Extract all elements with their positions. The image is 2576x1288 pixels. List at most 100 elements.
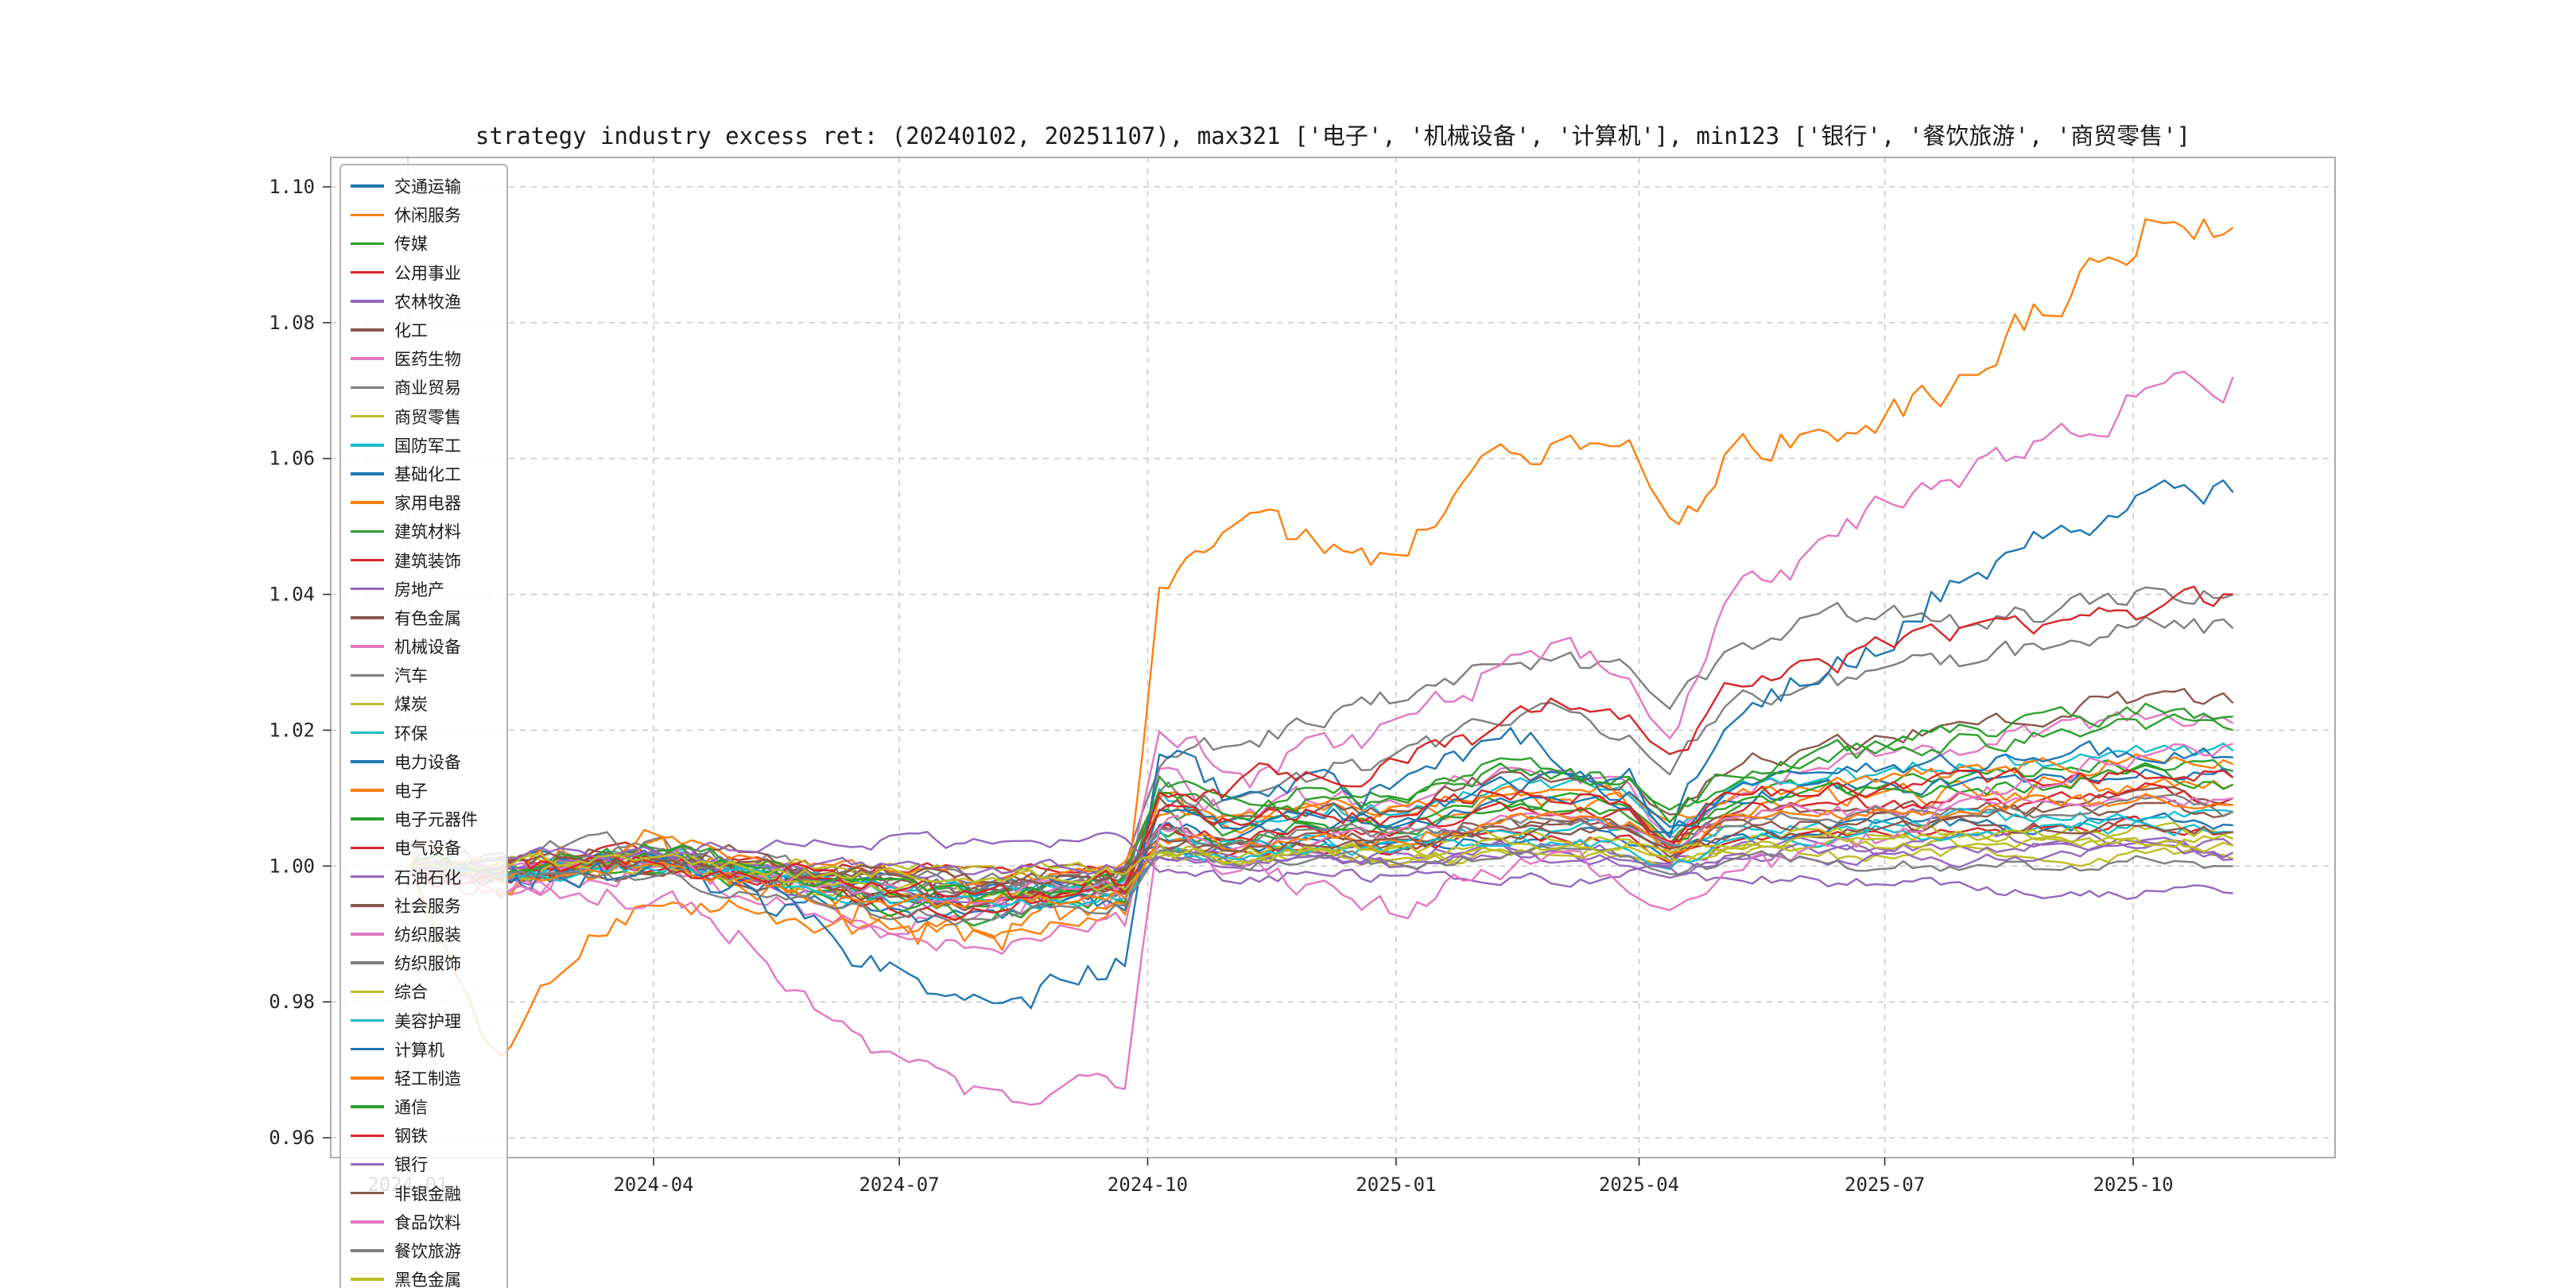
legend-swatch [351, 270, 384, 274]
legend-item: 电力设备 [351, 747, 499, 776]
legend-label: 通信 [394, 1098, 428, 1118]
legend-item: 商业贸易 [351, 373, 499, 402]
legend-swatch [351, 1191, 384, 1195]
legend-swatch [351, 1105, 384, 1108]
legend-label: 纺织服饰 [394, 954, 461, 974]
x-tick-label: 2024-10 [1108, 1174, 1188, 1196]
series-line [409, 688, 2234, 894]
legend-label: 石油石化 [394, 867, 461, 887]
legend-item: 农林牧渔 [351, 287, 499, 316]
axis-ticks [323, 186, 2134, 1166]
legend-item: 国防军工 [351, 431, 499, 460]
series-line [409, 774, 2234, 1057]
legend-label: 煤炭 [394, 695, 428, 715]
legend-swatch [351, 530, 384, 533]
gridlines [331, 157, 2335, 1158]
series-line [409, 615, 2234, 894]
legend-swatch [351, 875, 384, 879]
y-tick-label: 1.02 [269, 719, 315, 741]
legend-swatch [351, 760, 384, 763]
legend-swatch [351, 961, 384, 964]
legend-label: 汽车 [394, 666, 428, 686]
legend-item: 商贸零售 [351, 402, 499, 431]
y-tick-label: 1.00 [269, 855, 315, 877]
legend-label: 家用电器 [394, 494, 461, 514]
legend-item: 非银金融 [351, 1179, 499, 1208]
series-line [410, 767, 2234, 904]
legend-swatch [351, 184, 384, 188]
legend-swatch [351, 616, 384, 619]
legend-swatch [351, 587, 384, 591]
series-line [409, 479, 2234, 1010]
legend-item: 电子 [351, 776, 499, 805]
legend-swatch [351, 386, 384, 390]
legend-label: 电气设备 [394, 839, 461, 859]
legend-swatch [351, 789, 384, 792]
legend-label: 商业贸易 [394, 378, 461, 398]
x-tick-label: 2025-10 [2093, 1174, 2173, 1196]
legend-swatch [351, 1220, 384, 1224]
legend: 交通运输 休闲服务 传媒 公用事业 农林牧渔 化工 医药生物 商业贸易 商贸零售 国防军工 基础化工… [339, 164, 508, 1288]
chart-title: strategy industry excess ret: (20240102,… [475, 122, 2191, 149]
legend-label: 综合 [394, 983, 428, 1003]
legend-item: 银行 [351, 1150, 499, 1178]
x-tick-label: 2025-04 [1599, 1174, 1679, 1196]
legend-label: 商贸零售 [394, 407, 461, 427]
legend-item: 黑色金属 [351, 1265, 499, 1288]
legend-label: 食品饮料 [394, 1212, 461, 1232]
legend-swatch [351, 242, 384, 246]
legend-item: 机械设备 [351, 632, 499, 661]
legend-label: 交通运输 [394, 177, 461, 197]
legend-swatch [351, 472, 384, 475]
legend-swatch [351, 328, 384, 332]
series-line [410, 702, 2233, 902]
legend-item: 轻工制造 [351, 1064, 499, 1092]
y-tick-label: 1.06 [269, 448, 315, 470]
legend-swatch [351, 846, 384, 850]
legend-swatch [351, 1047, 384, 1051]
legend-label: 农林牧渔 [394, 292, 461, 312]
series-line [410, 844, 2233, 926]
legend-item: 汽车 [351, 661, 499, 689]
legend-label: 房地产 [394, 580, 444, 599]
plot-border [330, 157, 2336, 1158]
legend-item: 房地产 [351, 575, 499, 603]
legend-item: 有色金属 [351, 603, 499, 632]
legend-swatch [351, 673, 384, 677]
legend-swatch [351, 933, 384, 936]
series-lines [409, 218, 2234, 1106]
legend-item: 交通运输 [351, 172, 499, 200]
legend-item: 环保 [351, 719, 499, 747]
series-line [409, 585, 2233, 899]
legend-label: 电子元器件 [394, 810, 478, 830]
legend-label: 有色金属 [394, 608, 461, 628]
series-line [410, 793, 2233, 909]
legend-label: 休闲服务 [394, 206, 461, 226]
legend-swatch [351, 501, 384, 504]
y-tick-label: 0.98 [269, 991, 315, 1013]
legend-label: 机械设备 [394, 638, 461, 658]
legend-swatch [351, 1249, 384, 1252]
legend-label: 电力设备 [394, 752, 461, 772]
legend-item: 计算机 [351, 1035, 499, 1064]
legend-item: 建筑装饰 [351, 545, 499, 574]
x-tick-label: 2024-07 [859, 1174, 939, 1196]
legend-item: 休闲服务 [351, 200, 499, 229]
legend-label: 社会服务 [394, 896, 461, 916]
legend-swatch [351, 990, 384, 994]
legend-item: 食品饮料 [351, 1208, 499, 1236]
legend-swatch [351, 1278, 384, 1281]
legend-swatch [351, 1018, 384, 1022]
legend-label: 环保 [394, 724, 428, 743]
legend-swatch [351, 213, 384, 217]
legend-label: 基础化工 [394, 464, 461, 484]
legend-label: 医药生物 [394, 350, 461, 370]
series-line [410, 828, 2234, 884]
legend-swatch [351, 414, 384, 418]
legend-label: 国防军工 [394, 436, 461, 456]
legend-item: 化工 [351, 316, 499, 344]
legend-item: 纺织服装 [351, 920, 499, 949]
y-tick-label: 1.04 [269, 584, 315, 606]
legend-label: 黑色金属 [394, 1271, 461, 1288]
